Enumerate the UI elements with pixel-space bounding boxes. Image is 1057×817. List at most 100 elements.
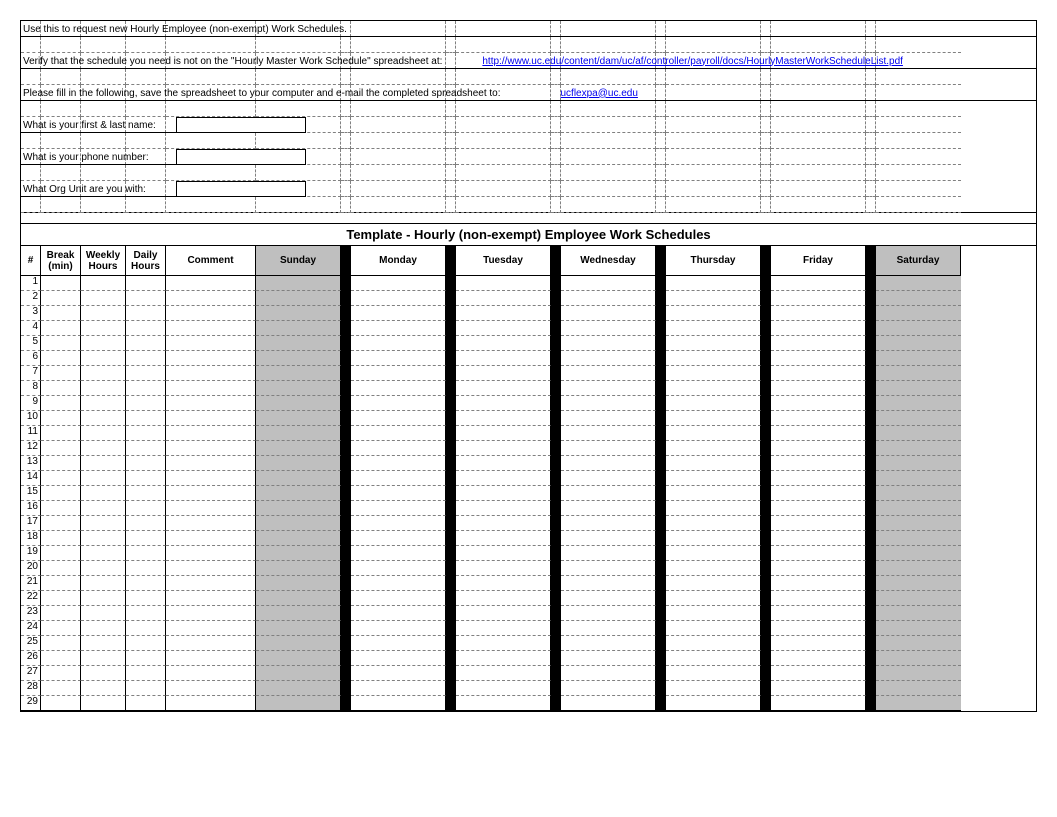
tuesday-cell[interactable] — [456, 516, 551, 531]
sunday-cell[interactable] — [256, 606, 341, 621]
wednesday-cell[interactable] — [561, 501, 656, 516]
monday-cell[interactable] — [351, 606, 446, 621]
friday-cell[interactable] — [771, 366, 866, 381]
data-cell[interactable] — [81, 351, 126, 366]
data-cell[interactable] — [126, 651, 166, 666]
data-cell[interactable] — [166, 621, 256, 636]
data-cell[interactable] — [166, 576, 256, 591]
tuesday-cell[interactable] — [456, 336, 551, 351]
saturday-cell[interactable] — [876, 441, 961, 456]
saturday-cell[interactable] — [876, 591, 961, 606]
monday-cell[interactable] — [351, 291, 446, 306]
monday-cell[interactable] — [351, 621, 446, 636]
thursday-cell[interactable] — [666, 621, 761, 636]
tuesday-cell[interactable] — [456, 501, 551, 516]
monday-cell[interactable] — [351, 336, 446, 351]
data-cell[interactable] — [41, 606, 81, 621]
wednesday-cell[interactable] — [561, 351, 656, 366]
wednesday-cell[interactable] — [561, 516, 656, 531]
sunday-cell[interactable] — [256, 291, 341, 306]
tuesday-cell[interactable] — [456, 576, 551, 591]
data-cell[interactable] — [126, 471, 166, 486]
tuesday-cell[interactable] — [456, 621, 551, 636]
sunday-cell[interactable] — [256, 336, 341, 351]
data-cell[interactable] — [126, 681, 166, 696]
monday-cell[interactable] — [351, 351, 446, 366]
friday-cell[interactable] — [771, 576, 866, 591]
saturday-cell[interactable] — [876, 546, 961, 561]
friday-cell[interactable] — [771, 441, 866, 456]
tuesday-cell[interactable] — [456, 561, 551, 576]
friday-cell[interactable] — [771, 516, 866, 531]
thursday-cell[interactable] — [666, 576, 761, 591]
data-cell[interactable] — [81, 336, 126, 351]
wednesday-cell[interactable] — [561, 666, 656, 681]
thursday-cell[interactable] — [666, 411, 761, 426]
name-input[interactable] — [176, 117, 306, 133]
data-cell[interactable] — [166, 366, 256, 381]
saturday-cell[interactable] — [876, 426, 961, 441]
data-cell[interactable] — [81, 321, 126, 336]
data-cell[interactable] — [126, 666, 166, 681]
thursday-cell[interactable] — [666, 681, 761, 696]
data-cell[interactable] — [41, 381, 81, 396]
data-cell[interactable] — [126, 441, 166, 456]
saturday-cell[interactable] — [876, 291, 961, 306]
tuesday-cell[interactable] — [456, 306, 551, 321]
data-cell[interactable] — [41, 411, 81, 426]
data-cell[interactable] — [126, 531, 166, 546]
monday-cell[interactable] — [351, 681, 446, 696]
thursday-cell[interactable] — [666, 636, 761, 651]
saturday-cell[interactable] — [876, 651, 961, 666]
wednesday-cell[interactable] — [561, 546, 656, 561]
data-cell[interactable] — [41, 366, 81, 381]
data-cell[interactable] — [126, 561, 166, 576]
data-cell[interactable] — [81, 456, 126, 471]
sunday-cell[interactable] — [256, 321, 341, 336]
data-cell[interactable] — [81, 426, 126, 441]
data-cell[interactable] — [41, 621, 81, 636]
friday-cell[interactable] — [771, 396, 866, 411]
phone-input[interactable] — [176, 149, 306, 165]
sunday-cell[interactable] — [256, 471, 341, 486]
wednesday-cell[interactable] — [561, 441, 656, 456]
org-input[interactable] — [176, 181, 306, 197]
saturday-cell[interactable] — [876, 606, 961, 621]
monday-cell[interactable] — [351, 591, 446, 606]
monday-cell[interactable] — [351, 321, 446, 336]
saturday-cell[interactable] — [876, 486, 961, 501]
data-cell[interactable] — [81, 306, 126, 321]
data-cell[interactable] — [166, 291, 256, 306]
data-cell[interactable] — [166, 681, 256, 696]
data-cell[interactable] — [166, 531, 256, 546]
tuesday-cell[interactable] — [456, 696, 551, 711]
thursday-cell[interactable] — [666, 696, 761, 711]
friday-cell[interactable] — [771, 666, 866, 681]
data-cell[interactable] — [166, 336, 256, 351]
data-cell[interactable] — [81, 411, 126, 426]
tuesday-cell[interactable] — [456, 591, 551, 606]
monday-cell[interactable] — [351, 531, 446, 546]
sunday-cell[interactable] — [256, 591, 341, 606]
thursday-cell[interactable] — [666, 456, 761, 471]
monday-cell[interactable] — [351, 276, 446, 291]
monday-cell[interactable] — [351, 666, 446, 681]
friday-cell[interactable] — [771, 276, 866, 291]
data-cell[interactable] — [126, 381, 166, 396]
thursday-cell[interactable] — [666, 291, 761, 306]
data-cell[interactable] — [166, 501, 256, 516]
data-cell[interactable] — [166, 591, 256, 606]
data-cell[interactable] — [81, 576, 126, 591]
thursday-cell[interactable] — [666, 351, 761, 366]
data-cell[interactable] — [81, 666, 126, 681]
monday-cell[interactable] — [351, 546, 446, 561]
sunday-cell[interactable] — [256, 576, 341, 591]
data-cell[interactable] — [81, 486, 126, 501]
sunday-cell[interactable] — [256, 456, 341, 471]
friday-cell[interactable] — [771, 336, 866, 351]
data-cell[interactable] — [126, 366, 166, 381]
friday-cell[interactable] — [771, 411, 866, 426]
data-cell[interactable] — [126, 456, 166, 471]
friday-cell[interactable] — [771, 591, 866, 606]
wednesday-cell[interactable] — [561, 471, 656, 486]
